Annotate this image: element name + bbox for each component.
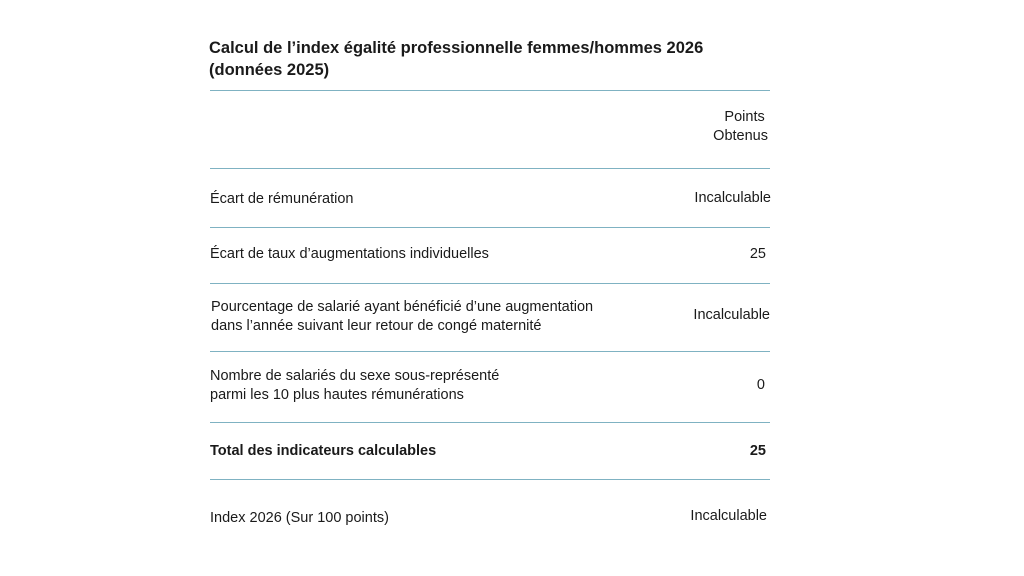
document-title: Calcul de l’index égalité professionnell…	[209, 37, 769, 81]
divider	[210, 351, 770, 352]
row-value-hautes-remunerations: 0	[756, 377, 765, 393]
label-line-2: dans l’année suivant leur retour de cong…	[211, 318, 542, 334]
label-line-1: Pourcentage de salarié ayant bénéficié d…	[211, 299, 594, 315]
title-line-2: (données 2025)	[209, 61, 330, 79]
divider	[210, 227, 770, 228]
divider	[210, 90, 770, 91]
index-value: Incalculable	[690, 508, 767, 524]
label-line-2: parmi les 10 plus hautes rémunérations	[210, 387, 464, 403]
row-label-ecart-remuneration: Écart de rémunération	[210, 191, 354, 207]
row-label-conge-maternite: Pourcentage de salarié ayant bénéficié d…	[211, 298, 593, 336]
index-label: Index 2026 (Sur 100 points)	[210, 510, 389, 526]
points-column-header: Points Obtenus	[713, 108, 768, 146]
row-value-conge-maternite: Incalculable	[693, 307, 770, 323]
points-header-line-2: Obtenus	[713, 128, 768, 144]
divider	[210, 283, 770, 284]
divider	[210, 168, 770, 169]
total-label: Total des indicateurs calculables	[210, 443, 437, 459]
row-value-ecart-augmentations: 25	[749, 246, 766, 262]
row-label-ecart-augmentations: Écart de taux d’augmentations individuel…	[210, 246, 489, 262]
row-value-ecart-remuneration: Incalculable	[694, 190, 771, 206]
divider	[210, 479, 770, 480]
points-header-line-1: Points	[724, 109, 765, 125]
row-label-hautes-remunerations: Nombre de salariés du sexe sous-représen…	[210, 367, 499, 405]
total-value: 25	[749, 443, 766, 459]
label-line-1: Nombre de salariés du sexe sous-représen…	[210, 368, 500, 384]
title-line-1: Calcul de l’index égalité professionnell…	[209, 39, 704, 57]
divider	[210, 422, 770, 423]
